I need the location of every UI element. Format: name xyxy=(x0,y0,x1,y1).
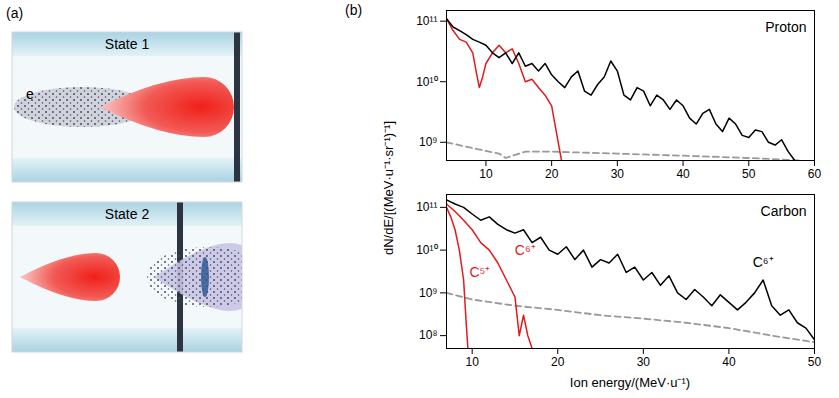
svg-text:State 2: State 2 xyxy=(105,206,150,222)
svg-text:Proton: Proton xyxy=(765,19,806,35)
svg-text:State 1: State 1 xyxy=(105,36,150,52)
svg-text:40: 40 xyxy=(722,355,736,369)
svg-text:30: 30 xyxy=(611,167,625,181)
svg-text:10: 10 xyxy=(465,355,479,369)
svg-text:C⁵⁺: C⁵⁺ xyxy=(469,264,490,280)
svg-text:10¹⁰: 10¹⁰ xyxy=(416,243,437,257)
svg-text:20: 20 xyxy=(545,167,559,181)
svg-text:Carbon: Carbon xyxy=(761,203,807,219)
svg-text:10: 10 xyxy=(479,167,493,181)
html-text:Ion energy/(MeV·u⁻¹): Ion energy/(MeV·u⁻¹) xyxy=(569,375,691,390)
svg-text:C⁶⁺: C⁶⁺ xyxy=(515,242,536,258)
svg-text:30: 30 xyxy=(637,355,651,369)
svg-text:60: 60 xyxy=(808,167,822,181)
svg-text:10¹¹: 10¹¹ xyxy=(416,14,437,28)
svg-text:(a): (a) xyxy=(6,5,23,21)
svg-text:40: 40 xyxy=(676,167,690,181)
svg-text:10¹¹: 10¹¹ xyxy=(416,200,437,214)
svg-text:50: 50 xyxy=(742,167,756,181)
svg-text:50: 50 xyxy=(808,355,822,369)
html-text:(b): (b) xyxy=(345,2,363,18)
svg-text:10⁸: 10⁸ xyxy=(419,328,437,342)
svg-text:10⁹: 10⁹ xyxy=(419,135,438,149)
svg-text:e: e xyxy=(26,86,34,102)
svg-text:10⁹: 10⁹ xyxy=(419,286,438,300)
html-text:dN/dE/[(MeV·u⁻¹·sr⁻¹)⁻¹]: dN/dE/[(MeV·u⁻¹·sr⁻¹)⁻¹] xyxy=(381,121,396,255)
svg-text:20: 20 xyxy=(551,355,565,369)
svg-text:10¹⁰: 10¹⁰ xyxy=(416,75,437,89)
svg-text:C⁶⁺: C⁶⁺ xyxy=(753,254,774,270)
